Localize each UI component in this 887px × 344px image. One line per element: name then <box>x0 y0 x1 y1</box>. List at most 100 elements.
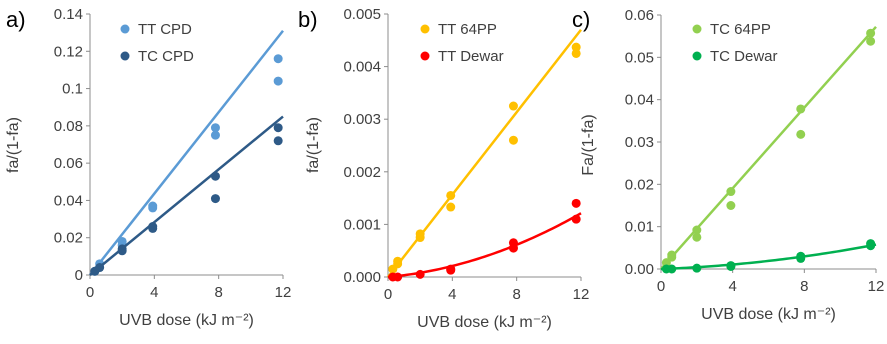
data-point-tc-cpd <box>95 263 105 273</box>
y-tick-label: 0.1 <box>62 81 83 98</box>
y-axis-label: fa/(1-fa) <box>5 117 22 173</box>
x-tick-label: 0 <box>384 286 392 303</box>
x-axis-label: UVB dose (kJ m⁻²) <box>119 312 254 329</box>
data-point-tc-64pp <box>661 258 671 268</box>
data-point-tt-64pp <box>446 190 456 200</box>
chart-panel-a: 0 0.02 0.04 0.06 0.08 0.1 0.12 0.14 0 4 8 12 UVB dos… <box>5 6 291 329</box>
legend-label-tt-cpd: TT CPD <box>138 21 192 38</box>
data-point-tt-64pp <box>415 229 425 239</box>
x-axis-label: UVB dose (kJ m⁻²) <box>701 306 836 323</box>
x-tick-label: 8 <box>512 286 520 303</box>
data-point-tt-cpd <box>117 236 127 246</box>
x-tick-label: 12 <box>868 278 885 295</box>
y-tick-label: 0.003 <box>343 111 381 128</box>
legend-marker-tt-cpd <box>120 24 130 34</box>
data-point-tc-dewar <box>692 263 702 273</box>
data-point-tc-dewar <box>726 261 736 271</box>
data-point-tc-64pp <box>796 129 806 139</box>
y-tick-label: 0.01 <box>625 219 654 236</box>
legend-label-tc-dewar: TC Dewar <box>710 48 778 65</box>
data-point-tc-64pp <box>692 225 702 235</box>
data-point-tc-cpd <box>273 136 283 146</box>
data-point-tt-dewar <box>446 264 456 274</box>
legend-marker-tc-dewar <box>692 51 702 61</box>
y-tick-label: 0.005 <box>343 6 381 23</box>
data-point-tt-cpd <box>273 54 283 64</box>
data-point-tt-64pp <box>446 202 456 212</box>
legend-marker-tc-64pp <box>692 24 702 34</box>
panel-label: c) <box>572 7 590 32</box>
data-point-tc-dewar <box>667 264 677 274</box>
x-tick-label: 4 <box>150 284 158 301</box>
data-point-tt-cpd <box>273 76 283 86</box>
panel-label: a) <box>6 7 26 32</box>
data-point-tt-dewar <box>508 238 518 248</box>
data-point-tc-64pp <box>667 250 677 260</box>
x-tick-label: 12 <box>275 284 292 301</box>
data-point-tt-64pp <box>393 256 403 266</box>
y-tick-label: 0 <box>75 267 83 284</box>
data-point-tt-dewar <box>571 214 581 224</box>
x-tick-label: 8 <box>800 278 808 295</box>
data-point-tt-64pp <box>508 135 518 145</box>
x-tick-label: 4 <box>728 278 736 295</box>
y-tick-label: 0.000 <box>343 269 381 286</box>
data-point-tt-cpd <box>210 123 220 133</box>
x-tick-label: 4 <box>448 286 456 303</box>
y-tick-label: 0.03 <box>625 134 654 151</box>
x-tick-label: 0 <box>657 278 665 295</box>
y-tick-label: 0.06 <box>625 7 654 24</box>
data-point-tc-cpd <box>210 194 220 204</box>
data-point-tt-64pp <box>508 101 518 111</box>
y-tick-label: 0.02 <box>625 176 654 193</box>
y-tick-label: 0.001 <box>343 216 381 233</box>
y-axis-label: Fa/(1-fa) <box>580 114 597 175</box>
data-point-tc-64pp <box>692 232 702 242</box>
chart-panel-c: 0.00 0.01 0.02 0.03 0.04 0.05 0.06 0 4 8 12 UVB dos… <box>572 7 884 323</box>
trendline-tt-cpd <box>89 30 284 276</box>
legend-marker-tt-dewar <box>420 51 430 61</box>
data-point-tc-64pp <box>726 187 736 197</box>
data-point-tc-64pp <box>796 104 806 114</box>
legend-label-tt-64pp: TT 64PP <box>438 21 497 38</box>
data-point-tc-dewar <box>796 251 806 261</box>
x-axis-label: UVB dose (kJ m⁻²) <box>417 314 552 331</box>
y-tick-label: 0.04 <box>54 192 83 209</box>
data-point-tt-cpd <box>148 201 158 211</box>
trendline-tc-dewar <box>660 243 877 271</box>
y-tick-label: 0.04 <box>625 92 654 109</box>
data-point-tt-64pp <box>571 42 581 52</box>
x-tick-label: 0 <box>86 284 94 301</box>
legend-label-tt-dewar: TT Dewar <box>438 48 504 65</box>
data-point-tc-cpd <box>273 123 283 133</box>
legend-label-tc-cpd: TC CPD <box>138 48 194 65</box>
legend-marker-tt-64pp <box>420 24 430 34</box>
data-point-tc-cpd <box>117 244 127 254</box>
y-tick-label: 0.08 <box>54 118 83 135</box>
y-tick-label: 0.05 <box>625 49 654 66</box>
data-point-tt-64pp <box>571 48 581 58</box>
legend-marker-tc-cpd <box>120 51 130 61</box>
data-point-tc-64pp <box>726 201 736 210</box>
data-point-tt-dewar <box>571 198 581 208</box>
y-tick-label: 0.14 <box>54 6 83 23</box>
y-tick-label: 0.004 <box>343 59 381 76</box>
data-point-tc-dewar <box>866 239 876 249</box>
chart-panel-b: 0.000 0.001 0.002 0.003 0.004 0.005 0 4 8 12 UVB d… <box>298 6 589 331</box>
y-tick-label: 0.002 <box>343 164 381 181</box>
panel-label: b) <box>298 7 318 32</box>
y-tick-label: 0.02 <box>54 230 83 247</box>
y-tick-label: 0.00 <box>625 261 654 278</box>
trendline-tt-dewar <box>387 212 582 279</box>
y-tick-label: 0.06 <box>54 155 83 172</box>
data-point-tt-dewar <box>415 269 425 279</box>
y-tick-label: 0.12 <box>54 43 83 60</box>
data-point-tt-cpd <box>210 130 220 140</box>
x-tick-label: 12 <box>573 286 590 303</box>
data-point-tc-cpd <box>148 222 158 232</box>
data-point-tc-cpd <box>210 171 220 181</box>
legend-label-tc-64pp: TC 64PP <box>710 21 771 38</box>
data-point-tc-64pp <box>866 36 876 46</box>
x-tick-label: 8 <box>214 284 222 301</box>
